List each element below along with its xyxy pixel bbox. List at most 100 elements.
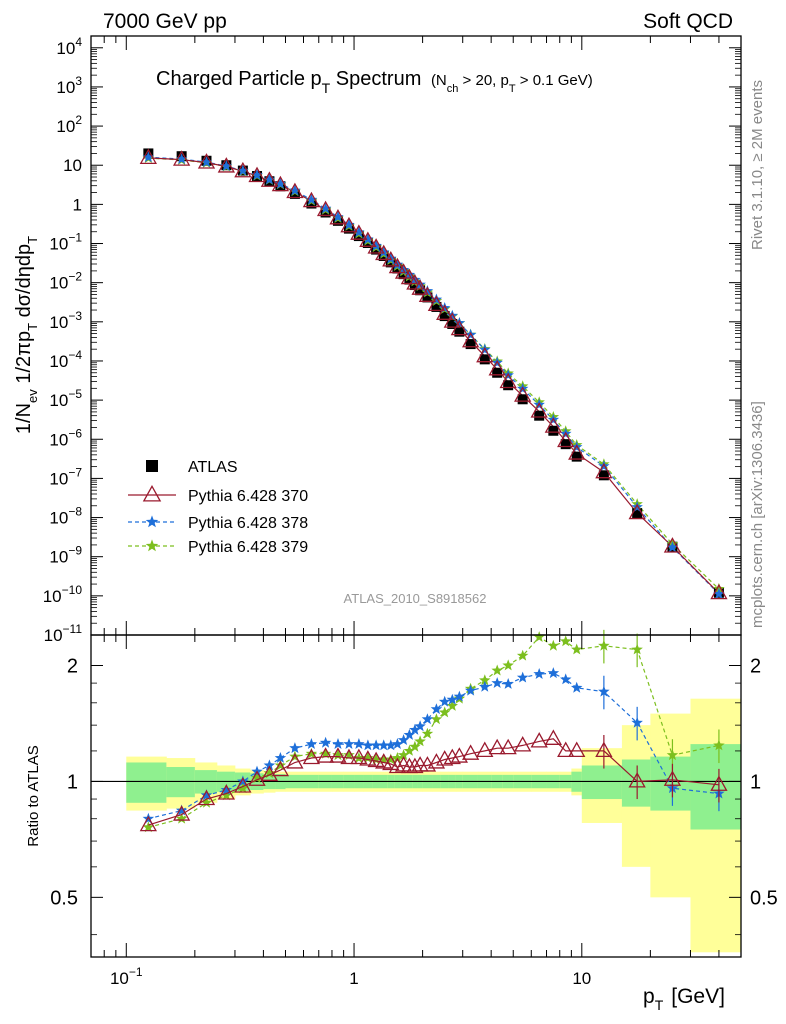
- y-tick-label-base: 10: [49, 391, 68, 410]
- ratio-point-2: [571, 681, 583, 693]
- ratio-point-2: [263, 759, 276, 771]
- y-tick-label-base: 10: [49, 313, 68, 332]
- chart-subtitle-mid: > 20, p: [458, 72, 508, 89]
- y-tick-label-exp: −8: [68, 505, 82, 519]
- ratio-point-3: [220, 789, 233, 801]
- y-tick-label-exp: −1: [68, 231, 82, 245]
- ratio-point-1: [248, 770, 266, 786]
- ratio-point-3: [397, 749, 410, 761]
- ratio-point-1: [388, 757, 407, 774]
- atlas-point: [332, 215, 343, 226]
- x-tick-label-base: 10: [110, 969, 129, 988]
- series-point-1: [488, 359, 506, 376]
- ratio-point-1: [595, 741, 613, 758]
- main-y-ticks: 10−1110−1010−910−810−710−610−510−410−310…: [43, 35, 741, 645]
- y-tick-label-exp: −6: [68, 426, 82, 440]
- ratio-point-2: [631, 716, 643, 728]
- series-point-1: [286, 182, 304, 199]
- series-point-2: [446, 309, 458, 321]
- ratio-point-1: [710, 775, 728, 791]
- ratio-point-1: [530, 732, 548, 748]
- ratio-y-tick-label: 2: [67, 655, 78, 677]
- x-axis-label: pT [GeV]: [643, 985, 725, 1013]
- ratio-point-1: [514, 736, 532, 752]
- ratio-point-3: [547, 639, 560, 651]
- series-point-2: [332, 211, 344, 222]
- chart-subtitle-end: > 0.1 GeV): [516, 72, 593, 89]
- series-point-1: [248, 166, 266, 183]
- series-point-2: [362, 233, 374, 245]
- y-tick-label: 10−10: [43, 583, 83, 606]
- y-tick-label-base: 10: [49, 469, 68, 488]
- series-point-1: [443, 312, 461, 328]
- series-point-1: [568, 444, 586, 460]
- stat-uncertainty-band: [581, 765, 623, 800]
- chart-subtitle-ch: ch: [447, 83, 459, 95]
- y-tick-label-base: 10: [56, 39, 75, 58]
- ratio-point-3: [516, 649, 529, 661]
- ratio-point-1: [663, 770, 682, 786]
- ratio-point-2: [533, 668, 545, 679]
- ratio-y-tick-label-right: 0.5: [750, 887, 778, 909]
- ratio-point-2: [385, 739, 397, 751]
- ratio-point-1: [359, 750, 377, 766]
- ratio-point-1: [568, 741, 586, 758]
- atlas-point: [503, 380, 514, 391]
- y-tick-label-base: 10: [49, 352, 68, 371]
- atlas-point: [447, 318, 458, 329]
- series-point-1: [411, 279, 429, 295]
- ratio-point-3: [713, 739, 725, 751]
- ylabel-t1: T: [25, 323, 40, 331]
- ratio-point-1: [350, 748, 368, 765]
- series-point-2: [378, 246, 390, 258]
- series-point-1: [461, 331, 480, 348]
- ratio-point-3: [391, 752, 404, 763]
- series-point-1: [367, 238, 385, 254]
- chart-title-rest: Spectrum: [330, 68, 421, 90]
- ratio-point-3: [571, 643, 583, 655]
- atlas-point: [289, 188, 300, 199]
- ratio-point-3: [598, 639, 610, 651]
- ratio-point-3: [200, 796, 213, 808]
- ratio-point-3: [274, 759, 287, 771]
- ratio-point-3: [430, 713, 443, 725]
- y-tick-label-exp: −4: [68, 348, 82, 362]
- atlas-point: [571, 451, 582, 462]
- ratio-point-2: [353, 738, 365, 749]
- ylabel-ev: ev: [25, 389, 40, 403]
- series-point-2: [598, 460, 610, 472]
- ratio-point-2: [332, 738, 344, 749]
- series-point-2: [200, 156, 213, 167]
- series-point-2: [370, 239, 382, 251]
- ylabel-t2: T: [25, 236, 40, 244]
- header-right: Soft QCD: [643, 10, 733, 33]
- y-tick-label-exp: −2: [68, 270, 82, 284]
- ratio-point-2: [403, 728, 416, 740]
- legend-label: Pythia 6.428 379: [188, 539, 308, 556]
- ratio-point-2: [274, 752, 287, 763]
- series-point-1: [530, 402, 548, 418]
- ratio-point-2: [547, 667, 560, 679]
- stat-uncertainty-band: [650, 756, 691, 811]
- series-point-1: [197, 153, 216, 169]
- x-tick-label: 10: [572, 969, 591, 988]
- series-point-1: [514, 386, 532, 402]
- ratio-point-2: [598, 685, 610, 697]
- atlas-point: [454, 326, 465, 337]
- ylabel-c: dσ/dηdp: [13, 244, 35, 323]
- chart-title-text: Charged Particle p: [156, 68, 322, 90]
- ratio-point-2: [397, 734, 410, 745]
- ratio-point-2: [479, 680, 491, 692]
- y-tick-label-exp: 2: [75, 113, 82, 127]
- series-point-1: [172, 150, 191, 166]
- ratio-point-1: [461, 744, 480, 760]
- y-tick-label: 10−6: [49, 426, 82, 449]
- ratio-point-3: [560, 635, 572, 647]
- y-tick-label: 10: [63, 156, 82, 175]
- series-point-2: [237, 164, 249, 176]
- series-point-2: [453, 317, 466, 328]
- ratio-point-3: [370, 753, 382, 765]
- ratio-point-1: [217, 784, 235, 800]
- y-tick-label: 1: [73, 195, 82, 214]
- atlas-point: [404, 274, 415, 285]
